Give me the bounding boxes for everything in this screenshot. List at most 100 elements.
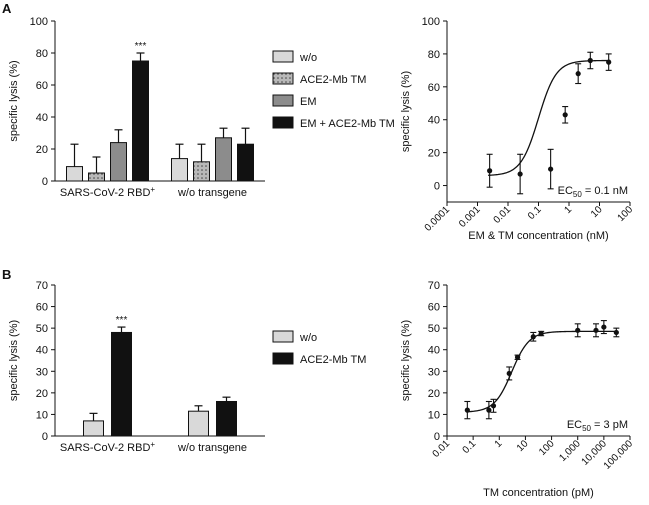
data-point [587, 57, 593, 64]
ec50-annotation: EC50 = 3 pM [567, 419, 628, 433]
data-point [548, 166, 554, 172]
legend-label: EM + ACE2-Mb TM [300, 118, 395, 130]
x-tick-label: 1 [562, 204, 574, 216]
bar [110, 142, 127, 182]
y-tick-label: 80 [36, 48, 48, 60]
significance-mark: *** [135, 41, 147, 52]
y-tick-label: 60 [428, 302, 440, 314]
data-point [601, 324, 607, 330]
y-tick-label: 20 [36, 388, 48, 400]
data-point [490, 403, 497, 409]
superscript: + [150, 185, 155, 194]
y-tick-label: 30 [428, 366, 440, 378]
y-axis-label: specific lysis (%) [400, 71, 412, 152]
y-tick-label: 10 [36, 409, 48, 421]
fit-curve [488, 59, 611, 176]
data-point [538, 330, 544, 337]
y-tick-label: 50 [428, 323, 440, 335]
annotation-value: = 3 pM [591, 419, 628, 431]
x-tick-label: 10 [589, 204, 605, 220]
y-tick-label: 0 [434, 181, 440, 193]
y-tick-label: 20 [428, 148, 440, 160]
y-axis-label: specific lysis (%) [400, 320, 412, 401]
y-tick-label: 20 [36, 144, 48, 156]
legend-label: ACE2-Mb TM [300, 354, 366, 366]
x-tick-label: 0.1 [461, 438, 479, 456]
x-tick-label: 100,000 [602, 438, 636, 472]
fit-curve [466, 330, 618, 413]
chart-b-bar: 0 10 20 30 40 50 60 70 specific lysis (%) SARS-Co… [8, 280, 366, 454]
legend-label: EM [300, 96, 317, 108]
legend-swatch [272, 116, 294, 129]
legend-swatch [272, 50, 294, 63]
y-tick-label: 40 [36, 345, 48, 357]
x-tick-label: 0.1 [526, 204, 544, 222]
x-category-label: SARS-CoV-2 RBD+ [60, 185, 155, 199]
subscript: 50 [582, 424, 591, 433]
y-tick-label: 40 [428, 345, 440, 357]
y-tick-label: 40 [36, 112, 48, 124]
x-tick-label: 100 [537, 438, 557, 458]
x-tick-label: 0.001 [457, 204, 483, 230]
y-tick-label: 100 [422, 16, 440, 28]
data-point [464, 407, 470, 413]
x-category-label: w/o transgene [177, 187, 247, 199]
data-point [575, 327, 581, 333]
significance-mark: *** [116, 315, 128, 326]
data-point [575, 71, 581, 77]
data-point [530, 334, 536, 340]
bar [83, 420, 104, 437]
x-tick-label: 0.0001 [423, 204, 453, 234]
y-tick-label: 20 [428, 388, 440, 400]
legend-swatch [272, 330, 294, 343]
annotation-value: = 0.1 nM [582, 185, 628, 197]
y-tick-label: 70 [428, 280, 440, 292]
bar [216, 400, 237, 437]
y-tick-label: 60 [36, 302, 48, 314]
y-axis-label: specific lysis (%) [8, 60, 20, 141]
superscript: + [150, 440, 155, 449]
data-point [514, 354, 521, 360]
chart-a-dose-response: 0 20 40 60 80 100 specific lysis (%) 0.0001 0.00… [400, 16, 635, 242]
x-tick-label: 100 [616, 204, 636, 224]
data-point [506, 370, 512, 377]
y-tick-label: 60 [36, 80, 48, 92]
legend-label: w/o [299, 332, 317, 344]
bar [88, 172, 105, 182]
bar [66, 166, 83, 182]
y-tick-label: 50 [36, 323, 48, 335]
data-point [562, 112, 568, 118]
x-tick-label: 1 [493, 438, 505, 450]
y-tick-label: 0 [434, 431, 440, 443]
y-tick-label: 0 [42, 431, 48, 443]
x-category-label: w/o transgene [177, 442, 247, 454]
bar [237, 143, 254, 182]
x-tick-label: 10 [515, 438, 531, 454]
subscript: 50 [573, 190, 582, 199]
y-axis-label: specific lysis (%) [8, 320, 20, 401]
bar [215, 137, 232, 182]
chart-a-bar: 0 20 40 60 80 100 specific lysis (%) SARS-CoV-2… [8, 16, 395, 199]
x-axis-label: EM & TM concentration (nM) [468, 230, 608, 242]
legend-swatch [272, 352, 294, 365]
y-tick-label: 10 [428, 409, 440, 421]
y-tick-label: 30 [36, 366, 48, 378]
data-point [606, 59, 612, 65]
legend-label: ACE2-Mb TM [300, 74, 366, 86]
data-point [487, 168, 493, 174]
data-point [593, 327, 599, 333]
data-point [486, 407, 492, 413]
bar [188, 410, 209, 437]
x-tick-label: 0.01 [492, 204, 514, 226]
data-point [517, 171, 523, 177]
y-tick-label: 40 [428, 115, 440, 127]
x-category-label: SARS-CoV-2 RBD+ [60, 440, 155, 454]
data-point [613, 329, 619, 336]
y-tick-label: 100 [30, 16, 48, 28]
x-axis-label: TM concentration (pM) [483, 487, 594, 499]
y-tick-label: 80 [428, 49, 440, 61]
bar [111, 331, 132, 437]
bar [132, 60, 149, 182]
